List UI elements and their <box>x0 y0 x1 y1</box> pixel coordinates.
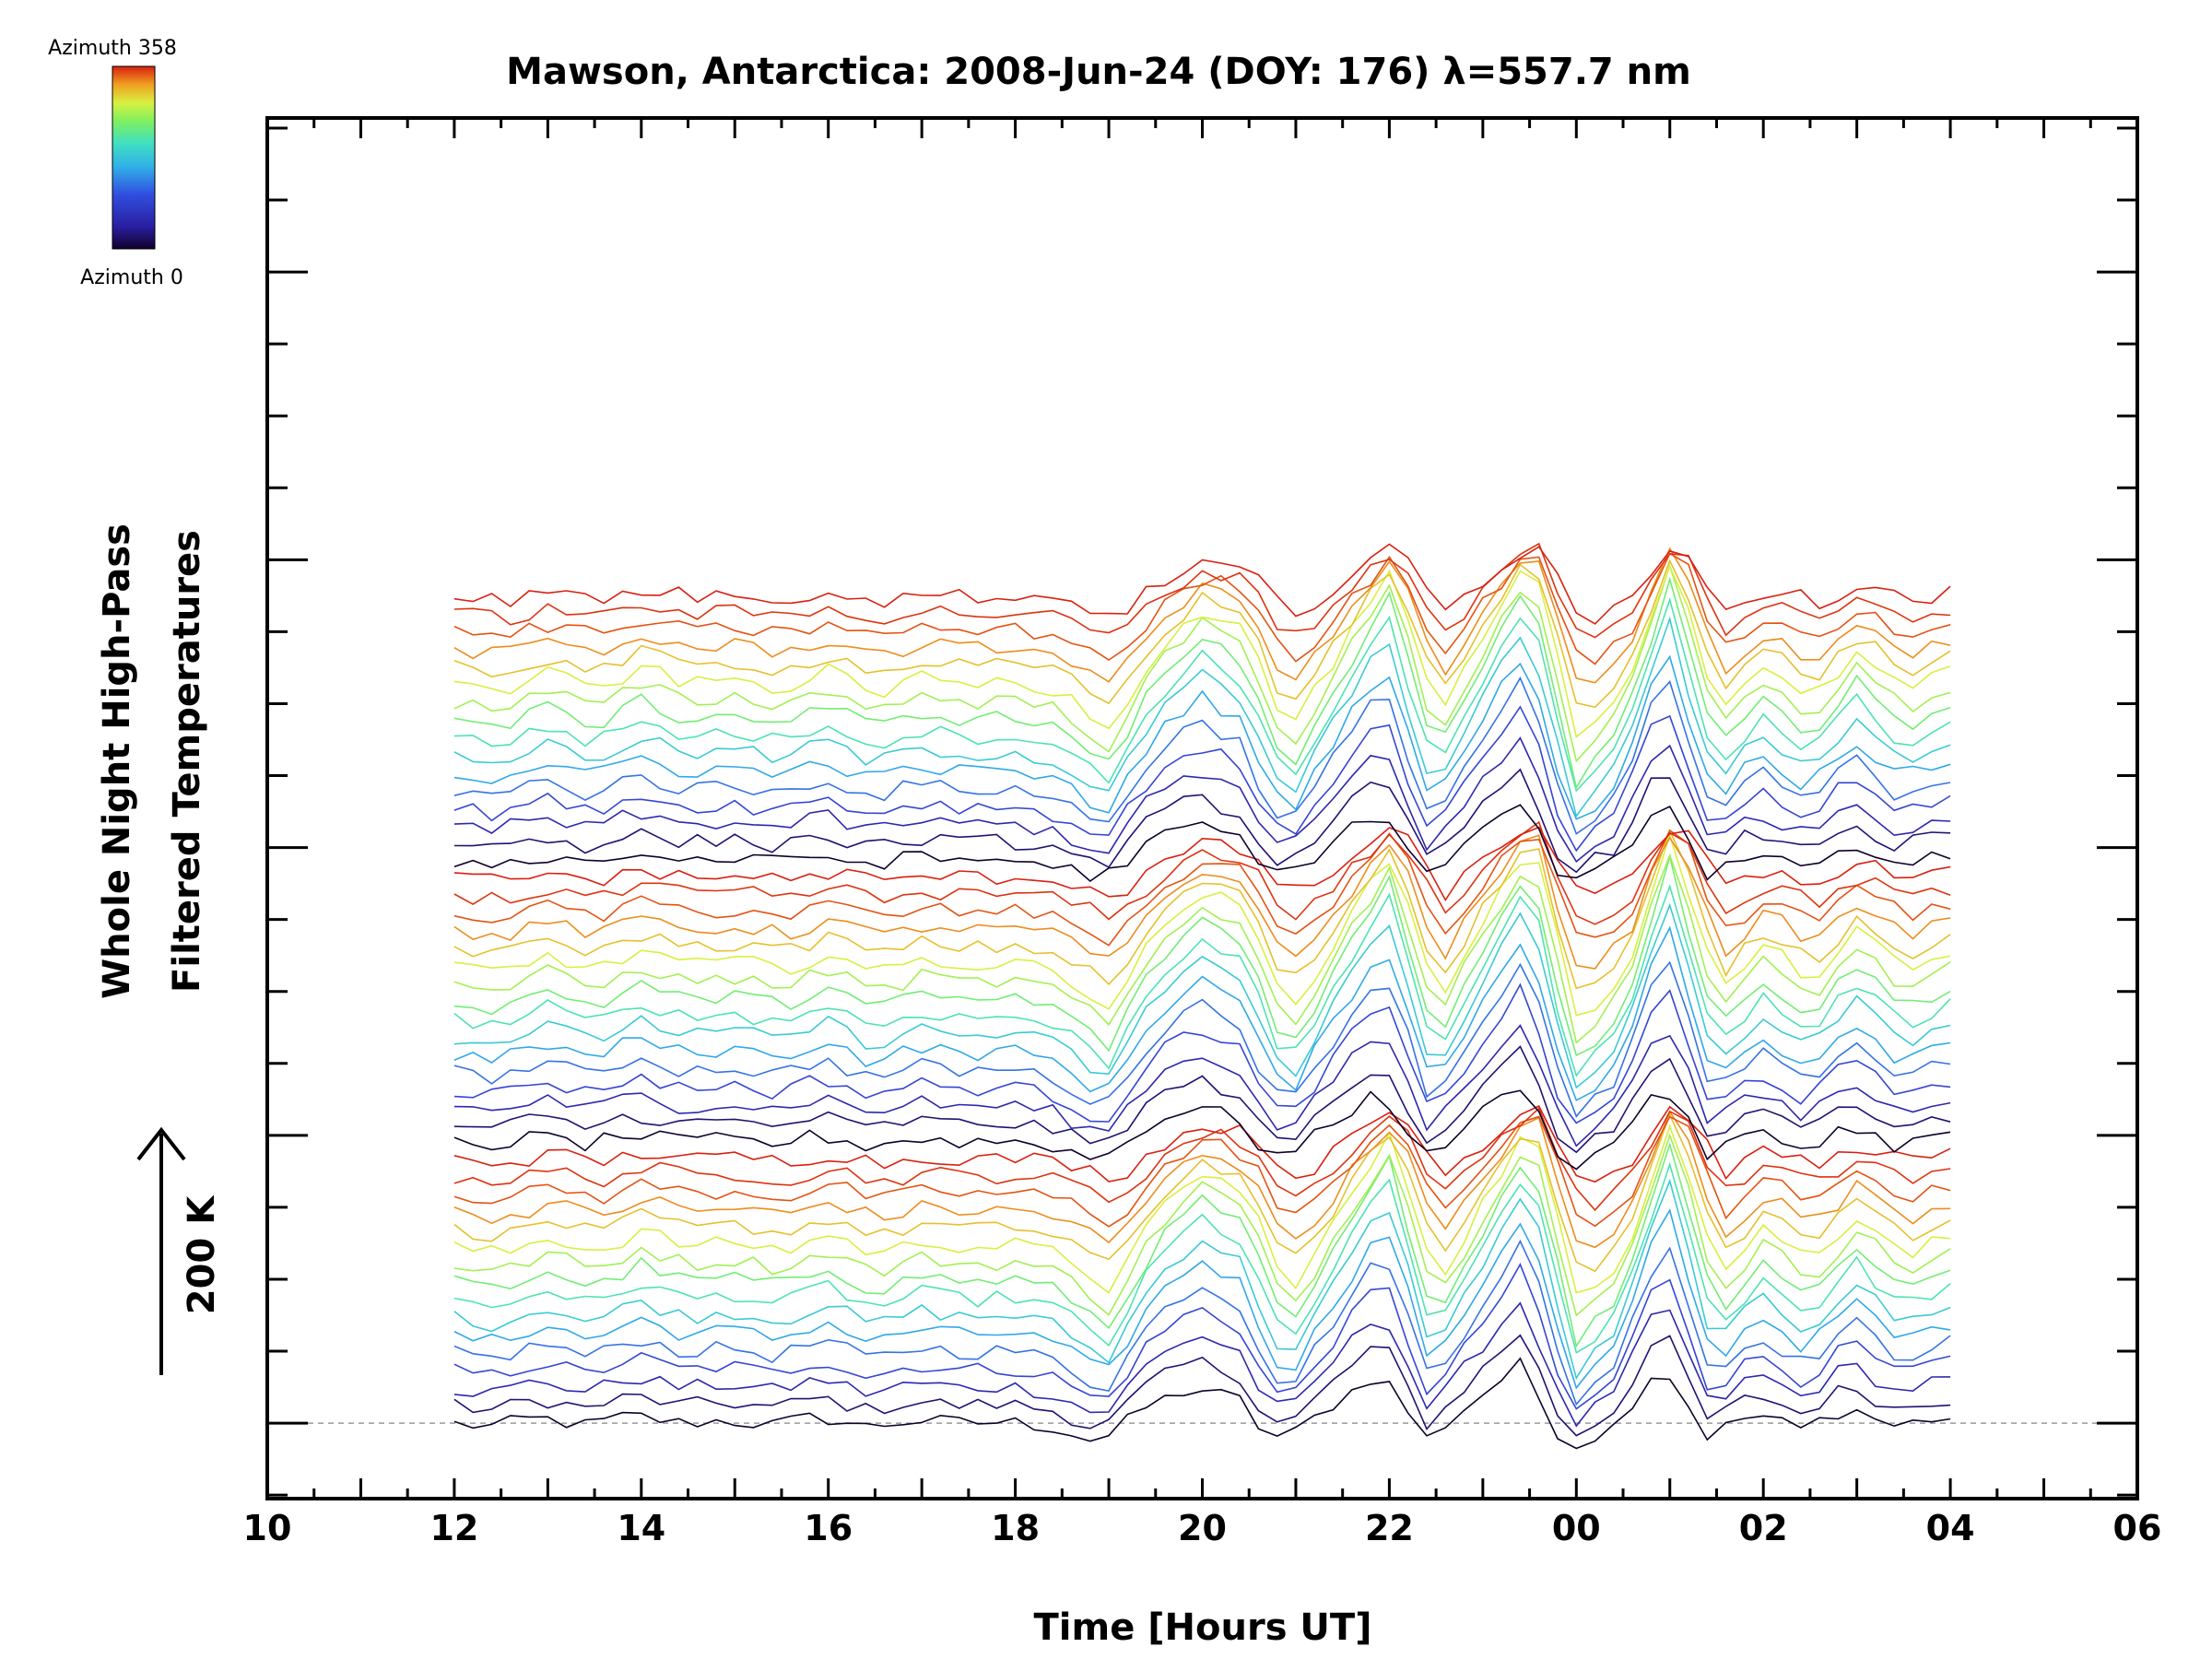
series-line-23 <box>453 902 1951 1089</box>
series-line-41 <box>453 576 1951 790</box>
scale-arrow: 200 K <box>136 1126 223 1375</box>
series-line-39 <box>453 616 1951 818</box>
series-line-1 <box>453 1357 1951 1450</box>
y-axis-label-line2: Filtered Temperatures <box>166 530 208 993</box>
x-tick-label: 06 <box>2113 1508 2162 1548</box>
series-line-13 <box>453 1110 1951 1249</box>
series-line-10 <box>453 1133 1951 1317</box>
series-line-38 <box>453 654 1951 820</box>
series-line-42 <box>453 563 1951 763</box>
chart-title: Mawson, Antarctica: 2008-Jun-24 (DOY: 17… <box>506 51 1691 93</box>
series-group <box>267 542 2137 1450</box>
series-line-12 <box>453 1112 1951 1273</box>
series-line-44 <box>453 559 1951 709</box>
series-line-21 <box>453 960 1951 1118</box>
series-line-47 <box>453 542 1951 639</box>
series-line-9 <box>453 1142 1951 1348</box>
series-line-14 <box>453 1115 1951 1228</box>
series-line-37 <box>453 676 1951 835</box>
scale-arrow-head <box>136 1126 186 1161</box>
series-line-18 <box>453 1045 1951 1154</box>
x-tick-label: 02 <box>1739 1508 1788 1548</box>
axis-ticks <box>265 118 2139 1499</box>
x-tick-label: 00 <box>1552 1508 1601 1548</box>
series-line-43 <box>453 564 1951 738</box>
series-line-20 <box>453 982 1951 1124</box>
series-line-33 <box>453 804 1951 883</box>
colorbar-top-label: Azimuth 358 <box>48 37 177 60</box>
series-line-8 <box>453 1161 1951 1354</box>
series-line-17 <box>453 1089 1951 1171</box>
series-line-4 <box>453 1263 1951 1410</box>
x-tick-labels: 10 12 14 16 18 20 22 00 02 04 06 <box>243 1508 2162 1548</box>
series-line-26 <box>453 853 1951 1044</box>
colorbar-bottom-label: Azimuth 0 <box>80 266 183 289</box>
scale-arrow-label: 200 K <box>181 1194 223 1314</box>
series-line-31 <box>453 820 1951 925</box>
series-line-25 <box>453 853 1951 1057</box>
series-line-32 <box>453 826 1951 902</box>
series-line-2 <box>453 1334 1951 1437</box>
x-tick-label: 04 <box>1926 1508 1975 1548</box>
x-tick-label: 16 <box>804 1508 853 1548</box>
x-tick-label: 12 <box>429 1508 478 1548</box>
x-tick-label: 20 <box>1178 1508 1227 1548</box>
series-line-5 <box>453 1239 1951 1406</box>
series-line-30 <box>453 829 1951 947</box>
series-line-29 <box>453 834 1951 970</box>
series-line-7 <box>453 1178 1951 1381</box>
colorbar-gradient <box>112 65 156 250</box>
x-tick-label: 22 <box>1365 1508 1414 1548</box>
series-line-46 <box>453 552 1951 665</box>
series-line-19 <box>453 1024 1951 1147</box>
series-line-16 <box>453 1105 1951 1183</box>
series-line-34 <box>453 768 1951 874</box>
series-line-6 <box>453 1208 1951 1390</box>
series-line-35 <box>453 736 1951 863</box>
y-axis-label-line1: Whole Night High-Pass <box>96 524 138 999</box>
series-line-28 <box>453 829 1951 990</box>
series-line-3 <box>453 1301 1951 1428</box>
series-line-24 <box>453 884 1951 1077</box>
series-line-45 <box>453 547 1951 684</box>
series-line-36 <box>453 705 1951 853</box>
x-tick-label: 10 <box>243 1508 292 1548</box>
series-line-27 <box>453 832 1951 1017</box>
x-tick-label: 14 <box>617 1508 665 1548</box>
series-line-11 <box>453 1124 1951 1294</box>
series-line-48 <box>453 543 1951 625</box>
series-line-15 <box>453 1107 1951 1212</box>
x-axis-label: Time [Hours UT] <box>1034 1606 1372 1649</box>
series-line-40 <box>453 597 1951 793</box>
azimuth-colorbar: Azimuth 358 Azimuth 0 <box>48 37 183 289</box>
x-tick-label: 18 <box>991 1508 1040 1548</box>
series-line-22 <box>453 925 1951 1101</box>
